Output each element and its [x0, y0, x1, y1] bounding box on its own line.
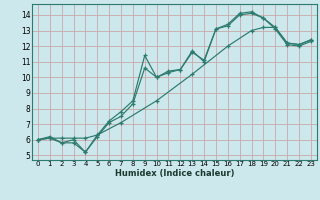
X-axis label: Humidex (Indice chaleur): Humidex (Indice chaleur): [115, 169, 234, 178]
